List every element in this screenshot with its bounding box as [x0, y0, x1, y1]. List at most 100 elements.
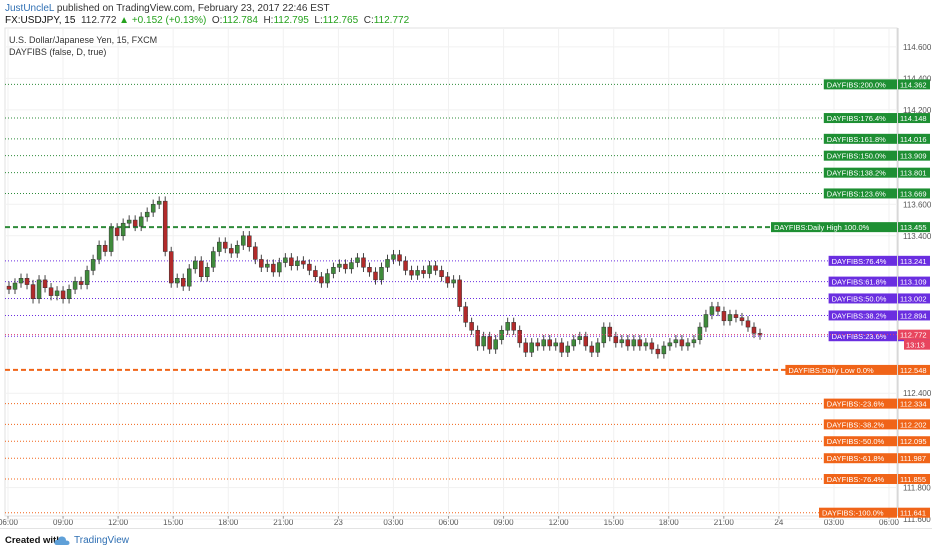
candle-body — [180, 278, 186, 287]
candle-body — [631, 339, 637, 347]
candle-body — [493, 339, 498, 350]
candle-body — [247, 235, 252, 248]
candle-body — [661, 345, 667, 355]
fib-level-tag — [823, 79, 897, 90]
candle-body — [511, 322, 516, 331]
candle-body — [138, 216, 144, 227]
open-label: O: — [211, 15, 223, 26]
x-tick-label: 24 — [774, 518, 783, 527]
fib-value-tag — [898, 419, 930, 430]
countdown-tag — [904, 339, 930, 350]
fib-level-tag — [823, 113, 897, 124]
fib-value-tag — [898, 398, 930, 409]
indicator-label[interactable]: DAYFIBS (false, D, true) — [9, 47, 107, 57]
x-tick-label: 15:00 — [604, 518, 625, 527]
candle-body — [120, 222, 126, 237]
candle-body — [319, 276, 324, 284]
x-tick-label: 03:00 — [824, 518, 845, 527]
candle-body — [691, 339, 697, 344]
candle-body — [199, 260, 204, 277]
fib-value-label: 113.241 — [900, 257, 927, 266]
fib-level-label: DAYFIBS:23.6% — [832, 332, 887, 341]
candle-body — [643, 342, 649, 347]
candle-body — [355, 257, 360, 263]
fib-value-tag — [898, 474, 930, 485]
fib-level-tag — [823, 150, 897, 161]
candle-body — [739, 317, 745, 322]
candle-body — [481, 336, 486, 347]
high-value: 112.795 — [273, 15, 309, 26]
fib-value-tag — [898, 364, 930, 375]
candle-body — [265, 263, 270, 268]
fib-value-label: 112.334 — [900, 400, 927, 409]
y-tick-label: 114.600 — [903, 43, 932, 52]
y-tick-label: 114.400 — [903, 74, 932, 83]
candle-body — [72, 281, 78, 290]
candle-body — [577, 336, 583, 340]
candle-body — [42, 279, 48, 288]
candle-body — [535, 342, 540, 347]
candle-body — [174, 278, 180, 284]
candle-body — [649, 342, 655, 350]
author-link[interactable]: JustUncleL — [5, 3, 55, 14]
fib-value-label: 113.801 — [900, 169, 927, 178]
tradingview-link[interactable]: TradingView — [74, 535, 130, 546]
last-price-label: 112.772 — [900, 331, 927, 340]
candle-body — [241, 235, 246, 246]
candle-body — [667, 342, 673, 347]
candle-body — [132, 219, 138, 227]
candle-body — [78, 281, 84, 285]
candle-body — [433, 265, 438, 271]
fib-value-label: 111.855 — [900, 475, 926, 484]
candle-body — [18, 278, 24, 284]
candle-body — [60, 290, 66, 300]
fib-level-label: DAYFIBS:123.6% — [827, 189, 886, 198]
candle-body — [409, 270, 414, 276]
fib-value-label: 111.641 — [900, 509, 926, 518]
candle-body — [709, 306, 715, 315]
fib-value-label: 114.148 — [900, 114, 927, 123]
candle-body — [589, 345, 595, 353]
candle-body — [565, 345, 570, 353]
candle-body — [607, 326, 613, 337]
candle-body — [30, 284, 36, 300]
fib-level-tag — [828, 331, 897, 342]
candle-body — [126, 219, 132, 224]
close-value: 112.772 — [373, 15, 410, 26]
fib-value-label: 112.202 — [900, 420, 927, 429]
candle-body — [703, 314, 709, 328]
fib-level-tag — [823, 167, 897, 178]
candle-body — [144, 211, 150, 218]
candle-body — [727, 314, 733, 322]
candle-body — [295, 260, 300, 266]
y-tick-label: 112.400 — [903, 389, 932, 398]
fib-value-label: 114.016 — [900, 135, 927, 144]
fib-level-tag — [823, 419, 897, 430]
fib-value-label: 113.455 — [900, 223, 927, 232]
candle-body — [102, 244, 108, 252]
x-tick-label: 21:00 — [273, 518, 294, 527]
fib-value-tag — [898, 167, 930, 178]
candle-body — [439, 270, 444, 277]
price-chart[interactable]: 06:00 09:00 12:00 15:00 18:00 21:00 23 03:00 06:… — [0, 0, 932, 528]
candle-body — [559, 342, 564, 353]
fib-level-tag — [828, 310, 897, 321]
candle-body — [529, 342, 534, 353]
last-price-tag — [898, 329, 930, 340]
fib-value-tag — [898, 310, 930, 321]
fib-value-label: 111.987 — [900, 454, 926, 463]
x-tick-label: 06:00 — [879, 518, 900, 527]
candle-body — [421, 270, 426, 274]
change-text: +0.152 (+0.13%) — [131, 15, 207, 26]
x-tick-label: 15:00 — [163, 518, 184, 527]
candle-body — [12, 282, 18, 290]
candle-body — [463, 306, 468, 323]
high-label: H: — [263, 15, 274, 26]
candle-body — [301, 260, 306, 265]
y-tick-label: 111.800 — [903, 484, 931, 493]
x-tick-label: 18:00 — [659, 518, 680, 527]
candle-body — [367, 267, 372, 273]
x-tick-label: 12:00 — [549, 518, 570, 527]
candle-body — [24, 278, 30, 285]
fib-level-tag — [785, 364, 897, 375]
